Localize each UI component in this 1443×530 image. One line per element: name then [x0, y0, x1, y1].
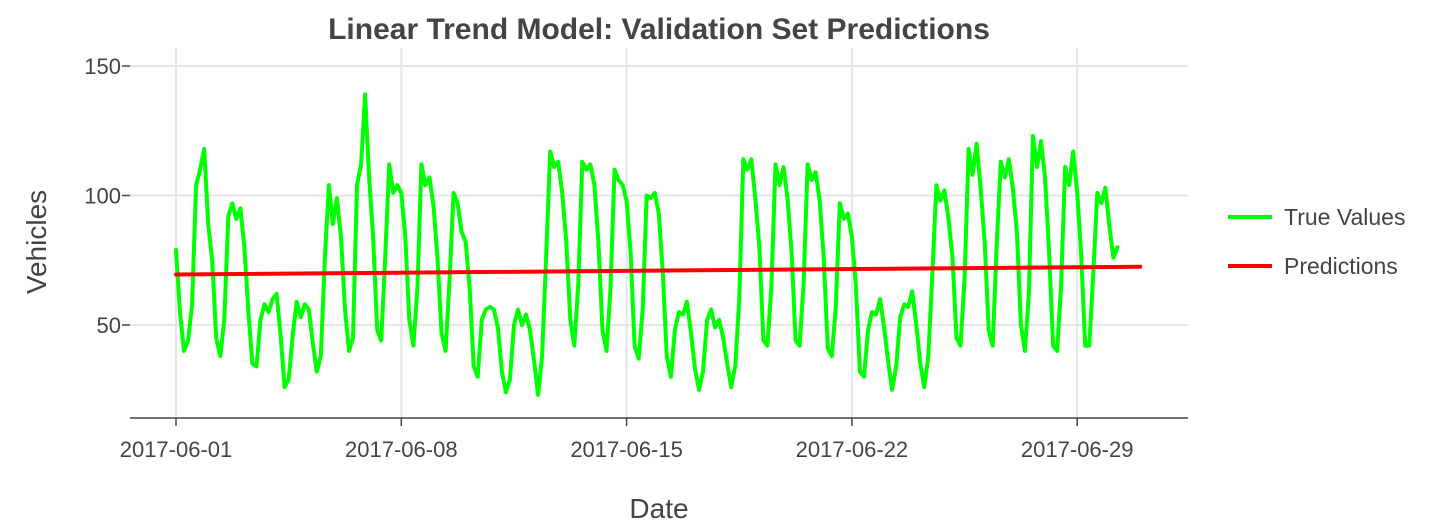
x-tick-label: 2017-06-08 [345, 437, 458, 462]
y-axis-label: Vehicles [21, 190, 52, 294]
y-tick-label: 50 [97, 313, 121, 338]
x-tick-label: 2017-06-29 [1021, 437, 1134, 462]
chart-title: Linear Trend Model: Validation Set Predi… [328, 13, 990, 46]
x-tick-label: 2017-06-15 [570, 437, 683, 462]
x-tick-label: 2017-06-22 [796, 437, 909, 462]
y-tick-label: 150 [84, 54, 121, 79]
series-line-true-values [174, 92, 1120, 397]
x-axis-label: Date [629, 493, 688, 524]
axes [122, 65, 1188, 426]
series-line-predictions [174, 264, 1143, 277]
y-tick-label: 100 [84, 184, 121, 209]
legend-label-predictions[interactable]: Predictions [1284, 253, 1398, 279]
x-tick-label: 2017-06-01 [120, 437, 233, 462]
legend: True Values Predictions [1228, 204, 1405, 279]
tick-labels: 50 100 150 2017-06-01 2017-06-08 2017-06-15 20… [84, 54, 1133, 462]
plot-area [174, 92, 1143, 397]
legend-label-true-values[interactable]: True Values [1284, 204, 1405, 230]
